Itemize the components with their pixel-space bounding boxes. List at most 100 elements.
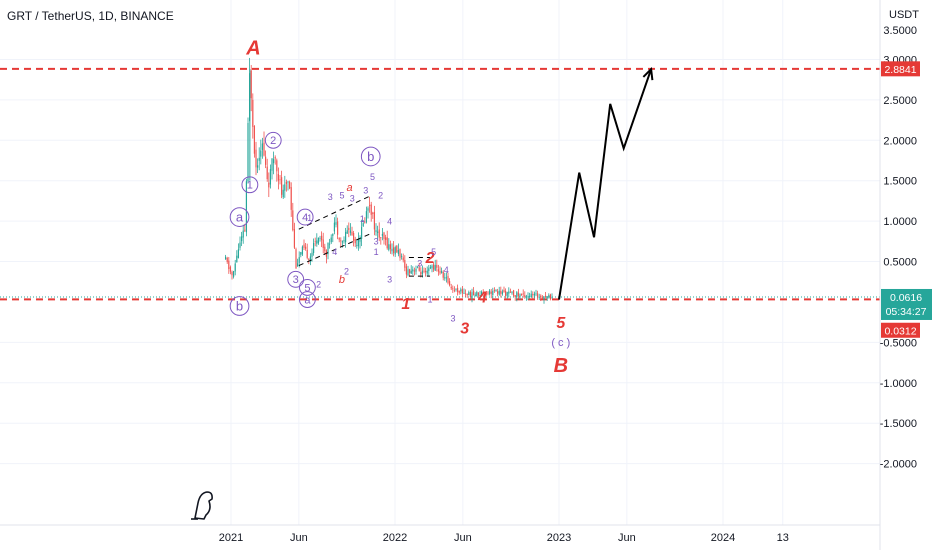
candle-body (418, 267, 420, 271)
candle-body (340, 240, 342, 242)
wave-label: 5 (304, 282, 310, 294)
candle-body (426, 270, 428, 274)
wave-label: 2 (270, 135, 276, 147)
candle-body (277, 174, 280, 181)
candle-body (359, 237, 361, 242)
candle-body (527, 296, 529, 298)
candle-body (485, 293, 488, 295)
candle-body (314, 241, 316, 243)
candle-body (385, 237, 387, 240)
candle-body (239, 242, 241, 248)
candle-body (455, 289, 457, 290)
candle-body (489, 290, 491, 295)
candle-body (250, 70, 252, 99)
candle-body (500, 290, 502, 294)
candle-body (346, 230, 348, 234)
candle-body (276, 160, 278, 172)
wave-label: 4 (302, 212, 308, 224)
y-tick-label: -0.5000 (880, 337, 917, 349)
candle-body (389, 244, 392, 250)
candle-body (439, 271, 441, 274)
candle-body (233, 271, 235, 277)
candle-body (335, 222, 337, 225)
candle-body (332, 233, 334, 236)
candle-body (313, 242, 315, 253)
candle-body (319, 237, 321, 239)
candle-body (469, 292, 472, 298)
wave-circle (298, 278, 316, 296)
y-tick-label: 3.0000 (883, 54, 917, 66)
candle-body (269, 169, 272, 185)
projection-arrowhead (642, 66, 654, 81)
candle-body (441, 271, 443, 273)
candle-body (530, 293, 532, 297)
candle-body (345, 231, 347, 243)
candle-body (463, 292, 465, 294)
x-tick-label: 2024 (711, 532, 735, 544)
wave-label: 3 (293, 274, 299, 286)
candle-body (356, 245, 358, 247)
candle-body (317, 237, 320, 244)
candle-body (492, 291, 494, 295)
time-axis[interactable]: 2021 Jun 2022 Jun 2023 Jun 2024 13 (0, 524, 880, 544)
wave-label: 3 (450, 313, 455, 323)
candle-body (372, 212, 374, 214)
candle-body (415, 268, 417, 272)
wave-label: 5 (556, 315, 566, 332)
x-tick-label: 2022 (383, 532, 407, 544)
candle-body (476, 292, 478, 297)
candle-body (394, 247, 396, 255)
candle-body (321, 235, 323, 241)
candle-body (271, 158, 273, 171)
tradingview-logo-icon[interactable] (191, 491, 213, 520)
wave-label: 3 (460, 320, 469, 337)
candle-body (348, 227, 350, 231)
currency-unit: USDT (889, 9, 919, 21)
candle-body (369, 205, 371, 206)
candle-body (498, 290, 500, 295)
y-tick-label: 2.0000 (883, 135, 917, 147)
candle-body (247, 122, 249, 182)
last-price-badge: 0.0616 (890, 292, 922, 304)
candle-body (535, 293, 537, 295)
wave-label: 3 (328, 192, 333, 202)
candle-body (381, 233, 384, 236)
projection-line (558, 68, 653, 300)
wave-label: 1 (307, 213, 312, 223)
chart-grid (0, 0, 880, 525)
y-tick-label: -2.0000 (880, 459, 917, 471)
candle-body (497, 291, 499, 294)
candle-body (303, 244, 305, 248)
candle-body (391, 248, 393, 252)
candle-body (273, 159, 275, 164)
candle-body (460, 289, 462, 292)
candle-body (393, 247, 395, 253)
wave-label: 1 (374, 247, 379, 257)
x-tick-label: 2023 (547, 532, 571, 544)
candle-body (487, 292, 489, 294)
candle-body (410, 270, 412, 274)
wave-label: 5 (339, 190, 344, 200)
projection-path (558, 66, 654, 300)
y-tick-label-partial: 3.5000 (883, 25, 917, 37)
price-candles (225, 57, 553, 304)
channel-line (298, 232, 372, 267)
symbol-title[interactable]: GRT / TetherUS, 1D, BINANCE (7, 9, 174, 23)
x-tick-label: 13 (777, 532, 789, 544)
price-axis[interactable]: 3.0000 2.5000 2.0000 1.5000 1.0000 0.5000 -0.5… (879, 0, 917, 550)
candle-body (365, 211, 368, 223)
candle-body (399, 249, 401, 258)
wave-label: 4 (332, 247, 337, 257)
candle-body (484, 294, 486, 296)
wave-label: b (236, 299, 243, 314)
candle-body (433, 264, 435, 270)
candle-body (351, 231, 353, 236)
candle-body (449, 281, 451, 286)
candle-body (409, 269, 411, 274)
y-tick-label: -1.0000 (880, 378, 917, 390)
candle-body (477, 292, 480, 296)
candle-body (234, 263, 236, 272)
wave-label: a (347, 182, 353, 194)
y-tick-label: 0.5000 (883, 257, 917, 269)
